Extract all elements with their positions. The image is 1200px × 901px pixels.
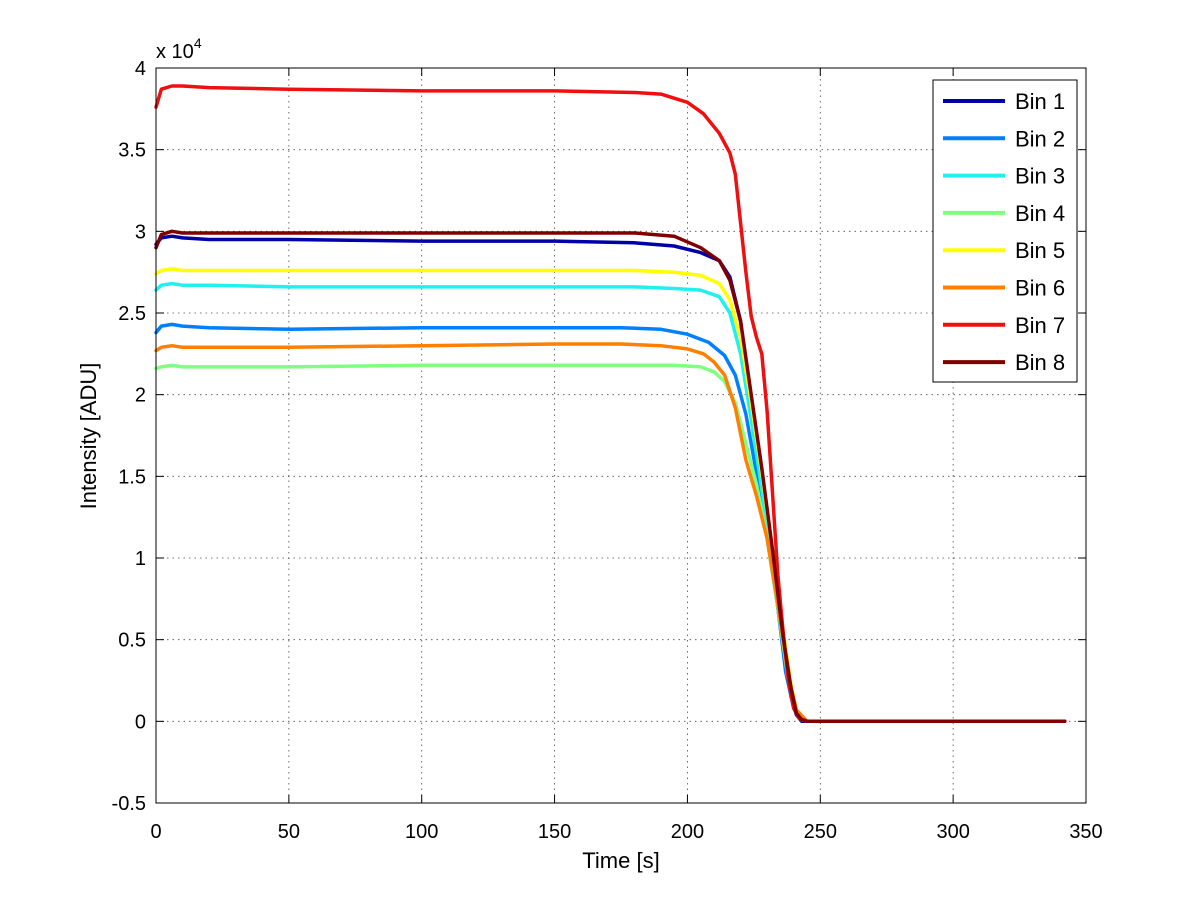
legend: Bin 1 Bin 2 Bin 3 Bin 4 Bin 5 Bin 6 Bin 7 Bin 8 — [932, 79, 1078, 383]
legend-label: Bin 8 — [1015, 350, 1065, 375]
x-tick-label: 300 — [936, 821, 969, 843]
legend-label: Bin 2 — [1015, 126, 1065, 151]
y-exponent-label: x 104 — [156, 35, 202, 63]
x-tick-label: 350 — [1069, 821, 1102, 843]
x-tick-label: 100 — [405, 821, 438, 843]
y-tick-label: 0.5 — [118, 630, 146, 652]
y-tick-label: 1 — [135, 548, 146, 570]
x-axis-title: Time [s] — [582, 848, 659, 873]
y-tick-label: -0.5 — [112, 793, 146, 815]
legend-label: Bin 7 — [1015, 313, 1065, 338]
legend-items: Bin 1 Bin 2 Bin 3 Bin 4 Bin 5 Bin 6 Bin 7 Bin 8 — [943, 89, 1065, 375]
legend-box — [932, 79, 1078, 383]
y-tick-label: 3.5 — [118, 140, 146, 162]
legend-label: Bin 5 — [1015, 238, 1065, 263]
y-tick-label: 1.5 — [118, 466, 146, 488]
y-tick-label: 4 — [135, 58, 146, 80]
plot-area — [156, 68, 1086, 803]
x-tick-label: 250 — [804, 821, 837, 843]
series-lines — [154, 84, 1067, 724]
legend-label: Bin 1 — [1015, 89, 1065, 114]
series-line-bin-8 — [154, 229, 1067, 724]
x-tick-label: 0 — [150, 821, 161, 843]
x-tick-label: 50 — [278, 821, 300, 843]
x-tick-label: 150 — [538, 821, 571, 843]
axes-box — [155, 67, 1087, 804]
y-exponent-power: 4 — [194, 35, 202, 51]
y-tick-label: 2 — [135, 385, 146, 407]
y-tick-label: 2.5 — [118, 303, 146, 325]
legend-label: Bin 4 — [1015, 201, 1065, 226]
y-tick-label: 0 — [135, 711, 146, 733]
y-axis-title: Intensity [ADU] — [76, 363, 101, 510]
axis-ticks: 0 50 100 150 200 250 300 350-0.500.511.522.533.… — [112, 58, 1103, 843]
y-exponent-base: x 10 — [156, 41, 194, 63]
legend-label: Bin 3 — [1015, 164, 1065, 189]
legend-label: Bin 6 — [1015, 276, 1065, 301]
x-tick-label: 200 — [671, 821, 704, 843]
y-tick-label: 3 — [135, 221, 146, 243]
